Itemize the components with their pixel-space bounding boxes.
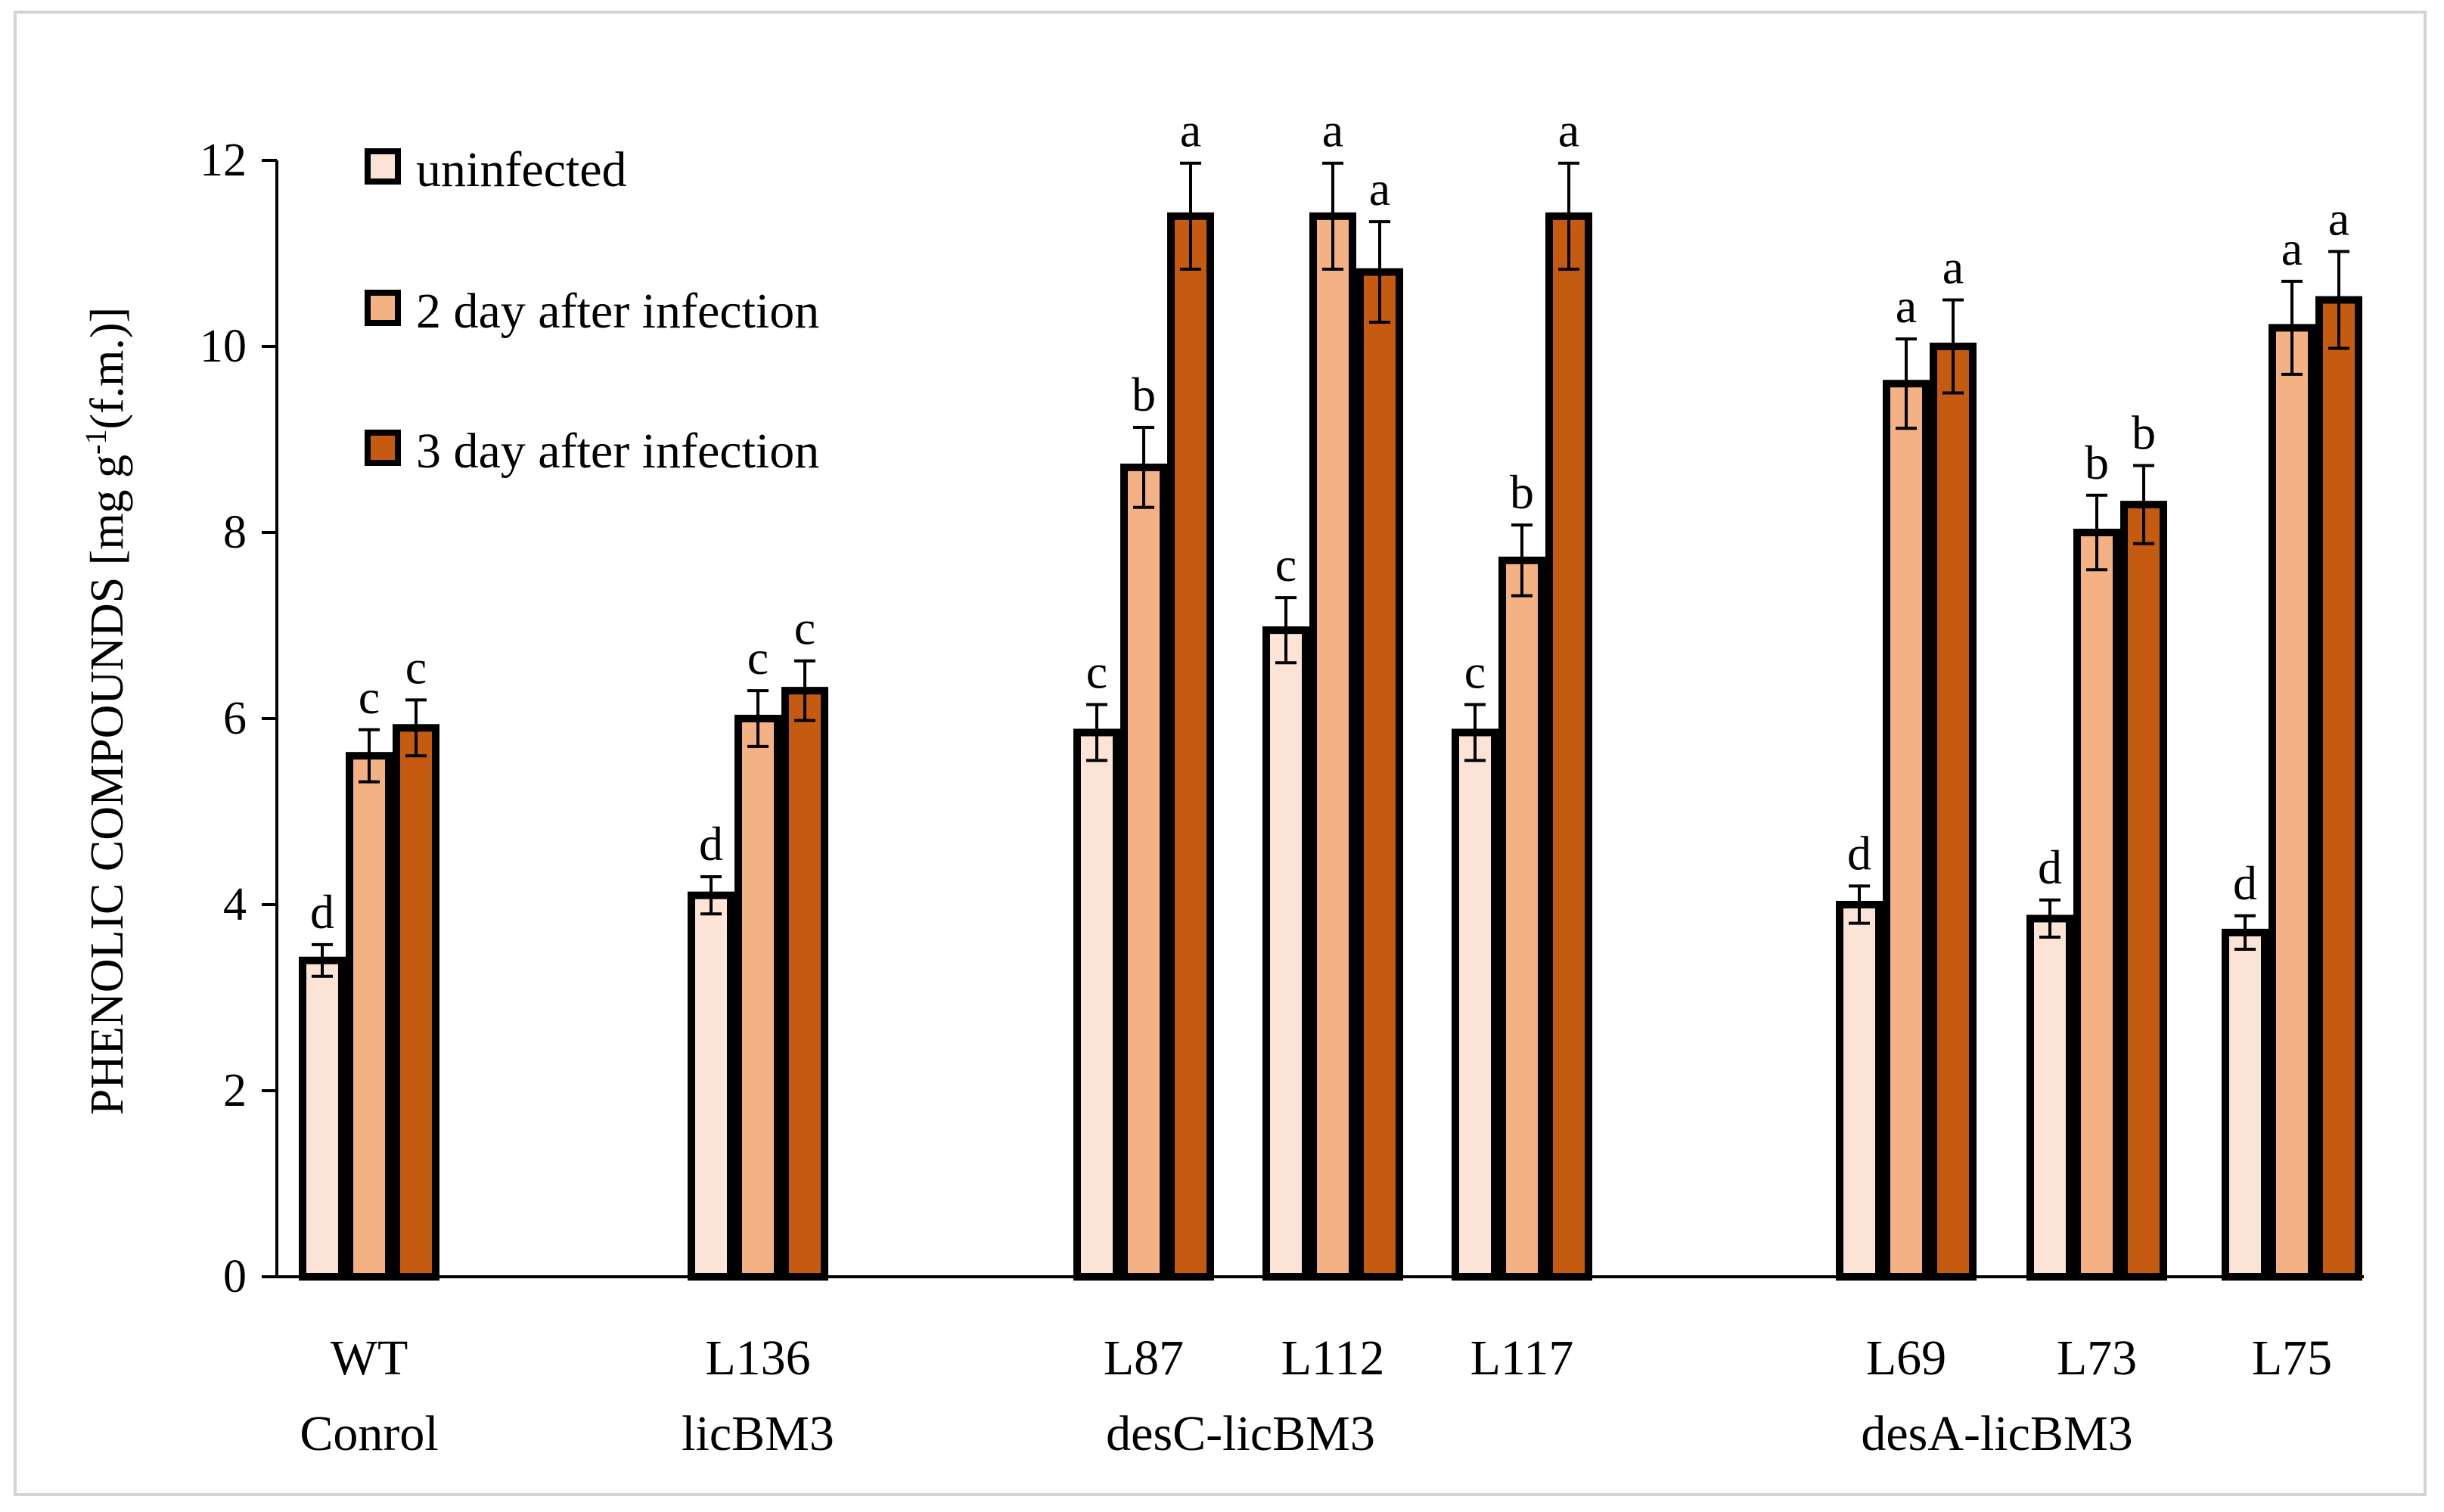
x-group-label: desC-licBM3	[1106, 1406, 1375, 1461]
bar-l69-series-3	[1930, 343, 1977, 1281]
bar-l117-series-2	[1498, 556, 1545, 1281]
x-tick-label: L73	[2057, 1330, 2137, 1386]
significance-letter: a	[1558, 104, 1579, 157]
legend-label-series-3: 3 day after infection	[416, 424, 819, 479]
significance-letter: d	[2038, 840, 2062, 894]
significance-letter: a	[1180, 104, 1201, 157]
bar-wt-series-2	[346, 752, 393, 1281]
y-tick-label: 4	[223, 879, 247, 930]
legend-swatch-series-2	[365, 290, 401, 326]
bar-l75-series-3	[2315, 296, 2362, 1281]
y-tick-label: 8	[223, 507, 247, 558]
significance-letter: d	[699, 817, 723, 871]
bar-l117-series-1	[1452, 728, 1498, 1281]
bar-l112-series-1	[1262, 626, 1309, 1281]
bar-l73-series-2	[2073, 529, 2120, 1281]
bar-l69-series-2	[1883, 380, 1930, 1281]
significance-letter: a	[1896, 279, 1917, 333]
bar-l73-series-1	[2026, 914, 2073, 1281]
significance-letter: a	[1322, 104, 1343, 157]
significance-letter: a	[1369, 162, 1390, 216]
significance-letter: b	[2132, 405, 2156, 459]
y-tick-label: 12	[200, 135, 247, 186]
bar-wt-series-1	[299, 956, 346, 1281]
bar-l75-series-1	[2222, 928, 2269, 1281]
x-tick-label: L69	[1866, 1330, 1946, 1386]
x-tick-label: WT	[331, 1330, 408, 1386]
bar-l69-series-1	[1836, 901, 1883, 1281]
bar-l87-series-2	[1120, 463, 1167, 1281]
significance-letter: c	[405, 640, 427, 694]
bar-l112-series-3	[1356, 268, 1403, 1281]
significance-letter: c	[1275, 538, 1297, 591]
y-axis-title-main: PHENOLIC COMPOUNDS [mg g	[82, 455, 133, 1115]
x-tick-label: L117	[1470, 1330, 1574, 1386]
bar-l136-series-3	[781, 687, 828, 1281]
x-tick-label: L75	[2252, 1330, 2332, 1386]
x-group-label: Conrol	[300, 1406, 438, 1461]
bar-l87-series-3	[1167, 212, 1214, 1281]
significance-letter: a	[2328, 192, 2349, 246]
legend-label-series-2: 2 day after infection	[416, 284, 819, 339]
bar-l112-series-2	[1309, 212, 1356, 1281]
y-tick-label: 0	[223, 1251, 247, 1302]
significance-letter: d	[1847, 826, 1871, 880]
bar-wt-series-3	[393, 724, 439, 1281]
significance-letter: c	[1086, 645, 1107, 699]
x-tick-label: L87	[1104, 1330, 1184, 1386]
significance-letter: b	[1132, 368, 1156, 421]
bar-l73-series-3	[2120, 501, 2167, 1281]
significance-letter: c	[747, 631, 769, 685]
x-tick-label: L112	[1281, 1330, 1385, 1386]
bar-l136-series-1	[688, 891, 734, 1281]
significance-letter: c	[359, 670, 380, 724]
significance-letter: c	[1464, 645, 1486, 699]
y-tick-label: 6	[223, 693, 247, 744]
significance-letter: a	[2281, 222, 2303, 275]
bar-l117-series-3	[1545, 212, 1592, 1281]
bar-l136-series-2	[734, 715, 781, 1281]
x-group-label: licBM3	[682, 1406, 834, 1461]
y-tick-label: 10	[200, 321, 247, 372]
y-axis-title-tail: (f.m.)]	[82, 307, 133, 430]
x-group-label: desA-licBM3	[1861, 1406, 2132, 1461]
bar-l75-series-2	[2269, 324, 2315, 1281]
y-axis-title: PHENOLIC COMPOUNDS [mg g-1(f.m.)]	[79, 307, 134, 1115]
significance-letter: d	[310, 885, 334, 939]
significance-letter: d	[2233, 856, 2257, 910]
bar-l87-series-1	[1073, 728, 1120, 1281]
legend-swatch-series-1	[365, 148, 401, 185]
significance-letter: a	[1942, 241, 1964, 294]
legend-swatch-series-3	[365, 430, 401, 466]
svg-text:PHENOLIC COMPOUNDS [mg g-1(f.: PHENOLIC COMPOUNDS [mg g-1(f.m.)]	[79, 307, 134, 1115]
legend-label-series-1: uninfected	[416, 142, 627, 197]
y-axis-title-sup: -1	[79, 430, 113, 455]
significance-letter: c	[794, 601, 815, 655]
x-tick-label: L136	[705, 1330, 810, 1386]
y-tick-label: 2	[223, 1065, 247, 1116]
significance-letter: b	[2085, 436, 2109, 489]
significance-letter: b	[1510, 465, 1534, 519]
